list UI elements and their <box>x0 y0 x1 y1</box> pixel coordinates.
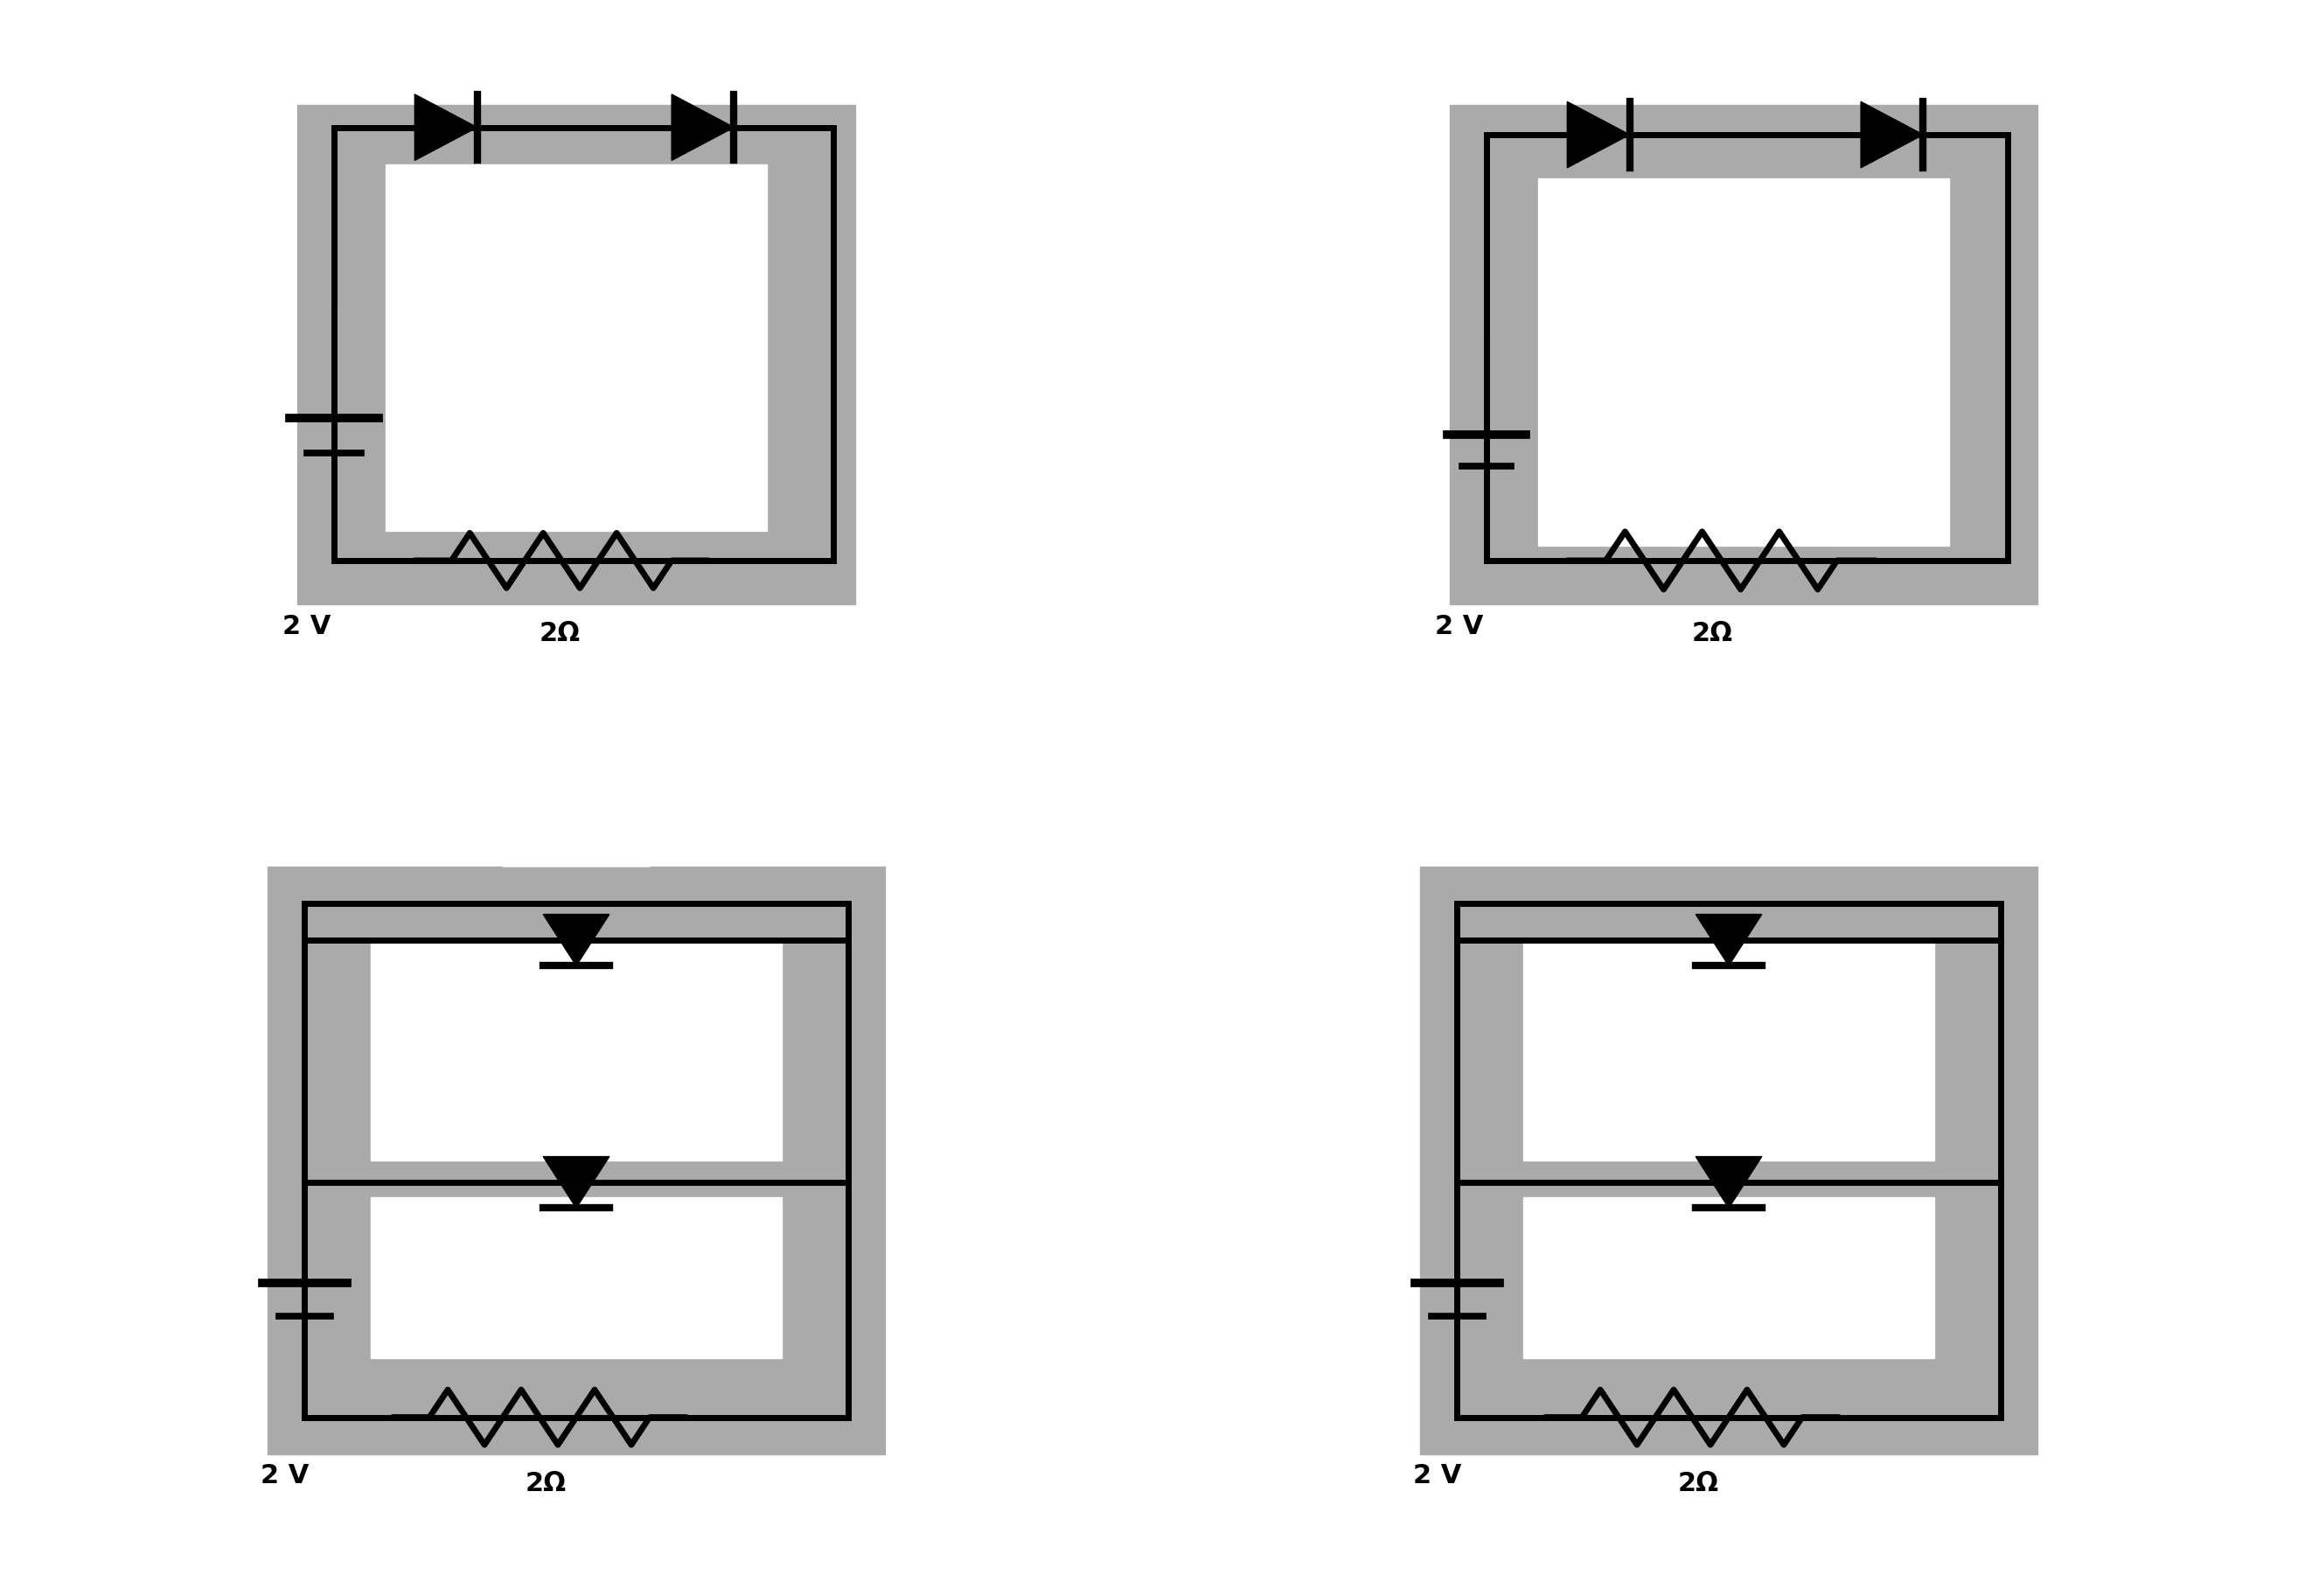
Text: 2 V: 2 V <box>1436 614 1484 638</box>
Polygon shape <box>544 915 609 966</box>
Polygon shape <box>544 1157 609 1208</box>
Polygon shape <box>502 793 650 867</box>
Text: 2Ω: 2Ω <box>1678 1470 1720 1495</box>
Text: 2 V: 2 V <box>260 1464 309 1489</box>
Polygon shape <box>1860 102 1922 168</box>
Text: 2 V: 2 V <box>284 614 332 638</box>
Polygon shape <box>1696 1157 1761 1208</box>
Polygon shape <box>297 105 855 605</box>
Polygon shape <box>1524 1197 1934 1358</box>
Polygon shape <box>1524 940 1934 1160</box>
Polygon shape <box>1537 179 1950 546</box>
Polygon shape <box>1420 867 2038 1454</box>
Polygon shape <box>415 94 477 161</box>
Polygon shape <box>1450 105 2038 605</box>
Polygon shape <box>1696 915 1761 966</box>
Polygon shape <box>1567 102 1630 168</box>
Polygon shape <box>267 867 885 1454</box>
Text: 2 V: 2 V <box>1413 1464 1461 1489</box>
Polygon shape <box>671 94 733 161</box>
Text: 2Ω: 2Ω <box>539 621 581 646</box>
Text: 2Ω: 2Ω <box>526 1470 567 1495</box>
Polygon shape <box>371 940 781 1160</box>
Polygon shape <box>385 164 768 531</box>
Polygon shape <box>371 1197 781 1358</box>
Text: 2Ω: 2Ω <box>1692 621 1733 646</box>
